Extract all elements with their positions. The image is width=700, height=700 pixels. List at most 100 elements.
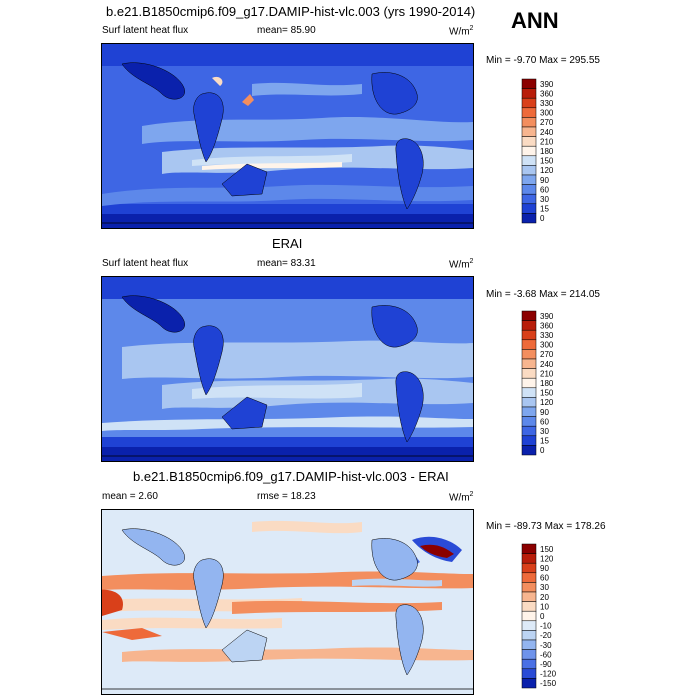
- colorbar-tick-label: 30: [540, 195, 549, 204]
- panel3-minmax: Min = -89.73 Max = 178.26: [486, 521, 606, 532]
- colorbar-tick-label: 0: [540, 446, 545, 455]
- colorbar-swatch: [521, 582, 537, 593]
- season-label: ANN: [511, 8, 559, 33]
- colorbar-tick-label: 20: [540, 593, 549, 602]
- colorbar-tick-label: 120: [540, 398, 554, 407]
- colorbar-swatch: [521, 553, 537, 564]
- colorbar-tick-label: -20: [540, 631, 552, 640]
- panel2-title: ERAI: [272, 236, 303, 251]
- colorbar-swatch: [521, 78, 537, 89]
- colorbar-swatch: [521, 543, 537, 554]
- panel1-minmax: Min = -9.70 Max = 295.55: [486, 55, 600, 66]
- colorbar-swatch: [521, 562, 537, 574]
- panel3-map: [101, 509, 474, 695]
- colorbar-swatch: [521, 174, 537, 185]
- colorbar-swatch: [521, 425, 537, 437]
- colorbar-swatch: [521, 630, 537, 641]
- colorbar-swatch: [521, 358, 537, 369]
- colorbar-tick-label: 0: [540, 214, 545, 223]
- colorbar-tick-label: 60: [540, 417, 549, 426]
- colorbar-swatch: [521, 329, 537, 341]
- colorbar-tick-label: 240: [540, 360, 554, 369]
- colorbar-tick-label: 210: [540, 369, 554, 378]
- colorbar-swatch: [521, 88, 537, 99]
- colorbar-tick-label: 330: [540, 331, 554, 340]
- colorbar-swatch: [521, 155, 537, 166]
- colorbar-tick-label: 300: [540, 341, 554, 350]
- colorbar-tick-label: 180: [540, 379, 554, 388]
- panel2-units: W/m2: [449, 258, 474, 271]
- colorbar-tick-label: 270: [540, 118, 554, 127]
- colorbar-tick-label: 390: [540, 80, 554, 89]
- colorbar-tick-label: 180: [540, 147, 554, 156]
- colorbar-tick-label: 300: [540, 109, 554, 118]
- panel1-variable-label: Surf latent heat flux: [102, 25, 189, 36]
- colorbar-swatch: [521, 117, 537, 128]
- colorbar-tick-label: -60: [540, 650, 552, 659]
- colorbar-swatch: [521, 668, 537, 679]
- panel3-rmse-label: rmse = 18.23: [257, 491, 316, 502]
- panel3-mean-label: mean = 2.60: [102, 491, 158, 502]
- panel3-title: b.e21.B1850cmip6.f09_g17.DAMIP-hist-vlc.…: [133, 469, 449, 484]
- colorbar-swatch: [521, 397, 537, 408]
- colorbar-tick-label: 330: [540, 99, 554, 108]
- panel2-colorbar: 390 360 330 300 270 240 210 180 150 120 90 60 30 15 0: [521, 310, 562, 461]
- colorbar-swatch: [521, 572, 537, 583]
- colorbar-swatch: [521, 649, 537, 660]
- colorbar-swatch: [521, 445, 537, 456]
- colorbar-tick-label: 90: [540, 408, 549, 417]
- colorbar-tick-label: 270: [540, 350, 554, 359]
- colorbar-tick-label: 360: [540, 321, 554, 330]
- colorbar-swatch: [521, 97, 537, 109]
- colorbar-tick-label: 90: [540, 564, 549, 573]
- colorbar-swatch: [521, 349, 537, 360]
- panel3-units: W/m2: [449, 491, 474, 504]
- colorbar-swatch: [521, 310, 537, 321]
- colorbar-tick-label: 150: [540, 545, 554, 554]
- panel1-colorbar: 390 360 330 300 270 240 210 180 150 120 90 60 30 15 0: [521, 78, 562, 229]
- colorbar-tick-label: 360: [540, 89, 554, 98]
- colorbar-swatch: [521, 377, 537, 389]
- colorbar-tick-label: 240: [540, 128, 554, 137]
- colorbar-swatch: [521, 658, 537, 670]
- colorbar-swatch: [521, 126, 537, 137]
- panel2-variable-label: Surf latent heat flux: [102, 258, 189, 269]
- colorbar-tick-label: -30: [540, 641, 552, 650]
- colorbar-tick-label: -150: [540, 679, 557, 688]
- colorbar-swatch: [521, 107, 537, 118]
- colorbar-tick-label: 10: [540, 602, 549, 611]
- colorbar-tick-label: 60: [540, 185, 549, 194]
- colorbar-tick-label: 210: [540, 137, 554, 146]
- panel1-map: [101, 43, 474, 229]
- colorbar-swatch: [521, 203, 537, 214]
- panel1-mean-label: mean= 85.90: [257, 25, 316, 36]
- colorbar-swatch: [521, 678, 537, 689]
- colorbar-swatch: [521, 435, 537, 446]
- colorbar-tick-label: -10: [540, 622, 552, 631]
- panel1-units: W/m2: [449, 25, 474, 38]
- colorbar-swatch: [521, 136, 537, 147]
- panel1-title: b.e21.B1850cmip6.f09_g17.DAMIP-hist-vlc.…: [106, 4, 476, 19]
- colorbar-tick-label: 15: [540, 205, 549, 214]
- colorbar-tick-label: 60: [540, 574, 549, 583]
- colorbar-swatch: [521, 184, 537, 195]
- colorbar-swatch: [521, 639, 537, 650]
- colorbar-tick-label: 390: [540, 312, 554, 321]
- colorbar-tick-label: -120: [540, 670, 557, 679]
- panel2-mean-label: mean= 83.31: [257, 258, 316, 269]
- colorbar-tick-label: 150: [540, 389, 554, 398]
- colorbar-swatch: [521, 601, 537, 612]
- colorbar-swatch: [521, 320, 537, 331]
- colorbar-swatch: [521, 387, 537, 398]
- colorbar-swatch: [521, 591, 537, 602]
- colorbar-tick-label: 150: [540, 157, 554, 166]
- colorbar-swatch: [521, 145, 537, 157]
- colorbar-tick-label: 120: [540, 166, 554, 175]
- colorbar-tick-label: 120: [540, 554, 554, 563]
- colorbar-swatch: [521, 213, 537, 224]
- colorbar-swatch: [521, 193, 537, 205]
- colorbar-swatch: [521, 368, 537, 379]
- colorbar-swatch: [521, 620, 537, 631]
- colorbar-tick-label: -90: [540, 660, 552, 669]
- panel3-colorbar: 150 120 90 60 30 20 10 0 -10 -20 -30 -60 -90 -120 -150: [521, 543, 562, 694]
